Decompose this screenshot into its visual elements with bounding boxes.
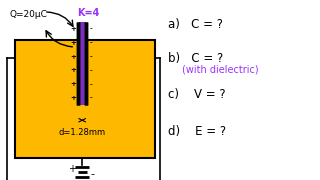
Text: (with dielectric): (with dielectric) bbox=[182, 65, 259, 75]
Text: -: - bbox=[90, 169, 94, 179]
Text: c)    V = ?: c) V = ? bbox=[168, 88, 226, 101]
Text: K=4: K=4 bbox=[77, 8, 100, 18]
Text: -: - bbox=[90, 93, 92, 102]
Text: +: + bbox=[70, 95, 76, 101]
Text: -: - bbox=[90, 38, 92, 47]
Text: -: - bbox=[90, 52, 92, 61]
Text: d)    E = ?: d) E = ? bbox=[168, 125, 226, 138]
Text: d=1.28mm: d=1.28mm bbox=[59, 128, 106, 137]
Text: a)   C = ?: a) C = ? bbox=[168, 18, 223, 31]
Text: -: - bbox=[90, 24, 92, 33]
Text: +: + bbox=[70, 67, 76, 73]
Text: b)   C = ?: b) C = ? bbox=[168, 52, 223, 65]
Text: +: + bbox=[68, 164, 76, 174]
Text: +: + bbox=[70, 53, 76, 60]
Bar bbox=[15, 40, 155, 158]
Bar bbox=[79, 22, 86, 105]
Text: -: - bbox=[90, 66, 92, 75]
Text: -: - bbox=[90, 80, 92, 89]
Text: +: + bbox=[70, 26, 76, 32]
Text: +: + bbox=[70, 40, 76, 46]
Text: Q=20μC: Q=20μC bbox=[10, 10, 48, 19]
Text: +: + bbox=[70, 81, 76, 87]
